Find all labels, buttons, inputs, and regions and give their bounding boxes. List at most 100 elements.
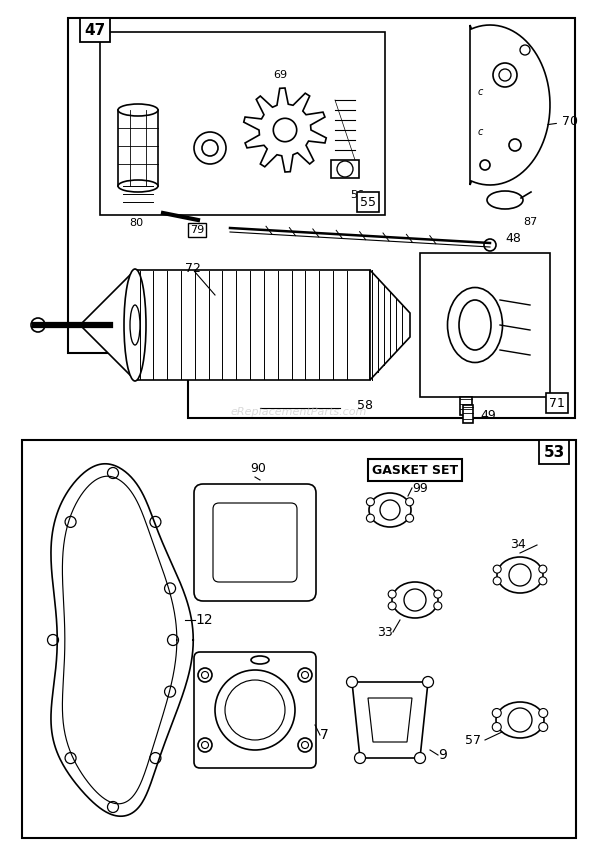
Polygon shape	[244, 88, 327, 172]
Bar	[420, 253, 550, 397]
Circle shape	[405, 514, 414, 522]
Text: 58: 58	[357, 399, 373, 411]
Text: 33: 33	[377, 626, 393, 638]
Text: GASKET SET: GASKET SET	[372, 463, 458, 477]
Circle shape	[108, 802, 118, 813]
Text: 53: 53	[544, 445, 565, 460]
Text: 57: 57	[465, 734, 481, 746]
Bar	[331, 160, 359, 178]
Ellipse shape	[369, 493, 411, 527]
Polygon shape	[470, 25, 550, 185]
Circle shape	[225, 680, 285, 740]
Text: c: c	[478, 127, 483, 137]
Circle shape	[499, 69, 511, 81]
Circle shape	[47, 634, 59, 645]
Ellipse shape	[496, 702, 544, 738]
FancyBboxPatch shape	[213, 503, 297, 582]
FancyBboxPatch shape	[194, 484, 316, 601]
Text: 87: 87	[523, 217, 537, 227]
Circle shape	[414, 752, 426, 763]
Circle shape	[388, 602, 396, 609]
Polygon shape	[368, 698, 412, 742]
Text: 48: 48	[505, 231, 521, 245]
Text: 71: 71	[549, 396, 565, 410]
Circle shape	[423, 677, 434, 688]
Bar	[463, 405, 473, 423]
Circle shape	[493, 577, 501, 585]
Text: 70: 70	[548, 115, 578, 128]
Circle shape	[337, 161, 353, 177]
Bar	[22, 440, 576, 838]
Circle shape	[202, 672, 209, 678]
Circle shape	[493, 63, 517, 87]
Circle shape	[167, 634, 178, 645]
Circle shape	[434, 602, 442, 609]
Text: 12: 12	[195, 613, 213, 627]
Ellipse shape	[459, 300, 491, 350]
Polygon shape	[80, 270, 135, 380]
Circle shape	[404, 589, 426, 611]
Circle shape	[492, 722, 501, 732]
Circle shape	[492, 709, 501, 717]
Text: 72: 72	[185, 262, 201, 275]
Text: 79: 79	[190, 225, 205, 235]
Circle shape	[388, 590, 396, 598]
Circle shape	[539, 722, 548, 732]
Polygon shape	[352, 682, 428, 758]
Circle shape	[65, 752, 76, 763]
Text: 90: 90	[250, 462, 266, 474]
Circle shape	[198, 668, 212, 682]
Circle shape	[539, 565, 547, 573]
Text: 55: 55	[360, 196, 376, 208]
Circle shape	[405, 498, 414, 506]
Ellipse shape	[251, 656, 269, 664]
Ellipse shape	[392, 582, 438, 618]
Text: 34: 34	[510, 539, 526, 552]
Circle shape	[301, 672, 309, 678]
Circle shape	[539, 577, 547, 585]
Circle shape	[346, 677, 358, 688]
Text: 7: 7	[320, 728, 329, 742]
Circle shape	[164, 686, 176, 697]
Ellipse shape	[487, 191, 523, 209]
Circle shape	[194, 132, 226, 164]
Circle shape	[108, 468, 118, 479]
Circle shape	[31, 318, 45, 332]
Circle shape	[484, 239, 496, 251]
Circle shape	[298, 668, 312, 682]
Ellipse shape	[497, 557, 543, 593]
Ellipse shape	[130, 305, 140, 345]
Circle shape	[202, 140, 218, 156]
Circle shape	[164, 583, 176, 594]
Text: c: c	[478, 87, 483, 97]
Ellipse shape	[447, 287, 502, 362]
Ellipse shape	[118, 104, 158, 116]
Polygon shape	[370, 270, 410, 380]
Bar	[135, 270, 370, 380]
Circle shape	[480, 160, 490, 170]
Circle shape	[367, 498, 374, 506]
Circle shape	[493, 565, 501, 573]
Circle shape	[215, 670, 295, 750]
Circle shape	[150, 517, 161, 527]
Circle shape	[355, 752, 365, 763]
Circle shape	[520, 45, 530, 55]
Text: 49: 49	[480, 409, 496, 422]
Ellipse shape	[118, 180, 158, 192]
Text: 69: 69	[273, 70, 287, 80]
Circle shape	[198, 738, 212, 752]
Text: 99: 99	[412, 481, 428, 495]
Text: 80: 80	[129, 218, 143, 228]
Circle shape	[508, 708, 532, 732]
Circle shape	[298, 738, 312, 752]
Circle shape	[367, 514, 374, 522]
Circle shape	[202, 741, 209, 749]
Bar	[118, 110, 158, 186]
Bar	[460, 397, 472, 415]
Circle shape	[301, 741, 309, 749]
FancyBboxPatch shape	[194, 652, 316, 768]
Ellipse shape	[124, 269, 146, 381]
Circle shape	[509, 564, 531, 586]
Text: 47: 47	[84, 22, 106, 37]
Bar	[100, 32, 385, 215]
